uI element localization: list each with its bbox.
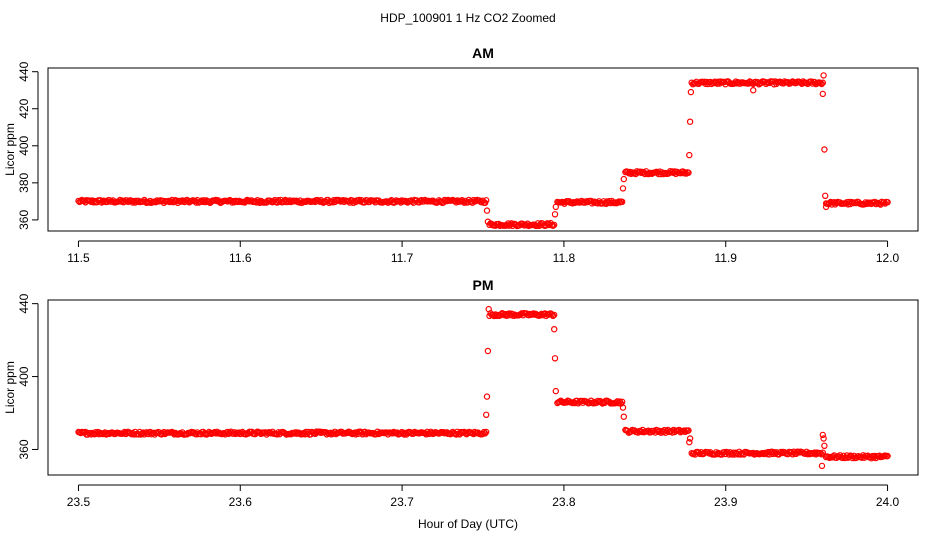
- data-point-outlier: [483, 411, 490, 418]
- data-point-outlier: [484, 347, 492, 355]
- x-tick-label: 11.7: [391, 251, 414, 265]
- data-point-outlier: [822, 203, 830, 211]
- data-point-outlier: [820, 72, 827, 79]
- x-tick-label: 23.9: [714, 495, 738, 509]
- panel-title: AM: [472, 45, 494, 61]
- y-tick-label: 400: [17, 366, 31, 386]
- data-point-outlier: [686, 435, 694, 442]
- data-point: [880, 199, 888, 206]
- data-point: [483, 428, 490, 436]
- data-point-outlier: [485, 305, 492, 313]
- data-point-outlier: [821, 146, 828, 153]
- data-point-outlier: [483, 393, 491, 400]
- data-point-outlier: [551, 326, 558, 333]
- data-point-outlier: [619, 185, 627, 192]
- data-point-outlier: [551, 211, 559, 218]
- data-point: [619, 198, 626, 205]
- data-point: [685, 169, 692, 176]
- data-point: [483, 197, 490, 204]
- data-point-outlier: [821, 442, 828, 449]
- chart-panel-am: AM Licor ppm 11.5 11.6 11.7 11.8 11.9 12.0 360 38…: [3, 45, 919, 265]
- x-tick-label: 23.7: [390, 495, 414, 509]
- data-point: [594, 397, 602, 405]
- figure-title: HDP_100901 1 Hz CO2 Zoomed: [380, 11, 555, 25]
- data-point: [884, 452, 891, 460]
- y-tick-label: 380: [17, 173, 31, 193]
- data-point: [481, 430, 489, 437]
- plot-frame: [47, 67, 919, 232]
- data-point: [685, 427, 692, 434]
- data-point-outlier: [483, 207, 491, 214]
- x-tick-label: 23.6: [229, 495, 253, 509]
- x-tick-label: 11.5: [67, 251, 90, 265]
- panel-title: PM: [473, 277, 494, 293]
- data-point: [480, 428, 488, 436]
- data-point-outlier: [686, 439, 693, 446]
- data-points: [75, 72, 891, 230]
- data-point-outlier: [687, 88, 695, 96]
- y-tick-label: 400: [17, 135, 31, 155]
- x-tick-label: 11.9: [714, 251, 737, 265]
- data-point-outlier: [551, 355, 559, 362]
- data-point: [681, 169, 689, 176]
- y-tick-label: 440: [17, 293, 31, 313]
- data-point: [549, 312, 557, 319]
- data-point-outlier: [484, 218, 492, 225]
- data-point: [819, 449, 827, 456]
- plot-frame: [47, 299, 919, 476]
- data-point-outlier: [552, 203, 560, 211]
- data-point: [884, 198, 891, 206]
- chart-panel-pm: PM Licor ppm 23.5 23.6 23.7 23.8 23.9 24.0 360 40…: [3, 277, 919, 509]
- x-tick-label: 23.8: [552, 495, 576, 509]
- y-tick-label: 440: [17, 61, 31, 81]
- y-tick-label: 420: [17, 98, 31, 118]
- data-point-outlier: [686, 151, 693, 159]
- data-point-outlier: [819, 90, 827, 98]
- y-tick-label: 360: [17, 210, 31, 230]
- y-tick-label: 360: [17, 439, 31, 459]
- data-point-outlier: [818, 462, 826, 470]
- data-point: [551, 311, 558, 319]
- data-point-outlier: [750, 86, 757, 94]
- data-point-outlier: [620, 175, 628, 183]
- x-axis-label: Hour of Day (UTC): [418, 517, 518, 531]
- y-axis-label: Licor ppm: [3, 123, 17, 176]
- data-point: [818, 80, 825, 88]
- y-axis-label: Licor ppm: [3, 361, 17, 414]
- x-tick-label: 11.6: [229, 251, 252, 265]
- x-tick-label: 23.5: [67, 495, 91, 509]
- data-points: [75, 305, 891, 470]
- x-tick-label: 11.8: [553, 251, 576, 265]
- data-point-outlier: [552, 387, 560, 395]
- data-point-outlier: [820, 435, 827, 442]
- data-point-outlier: [822, 192, 829, 199]
- data-point-outlier: [620, 413, 628, 420]
- data-point: [551, 221, 558, 229]
- data-point: [619, 398, 626, 405]
- x-tick-label: 12.0: [876, 251, 900, 265]
- data-point-outlier: [819, 431, 827, 439]
- x-tick-label: 24.0: [876, 495, 900, 509]
- data-point: [819, 79, 827, 86]
- data-point-outlier: [686, 118, 694, 125]
- data-point-outlier: [619, 404, 627, 411]
